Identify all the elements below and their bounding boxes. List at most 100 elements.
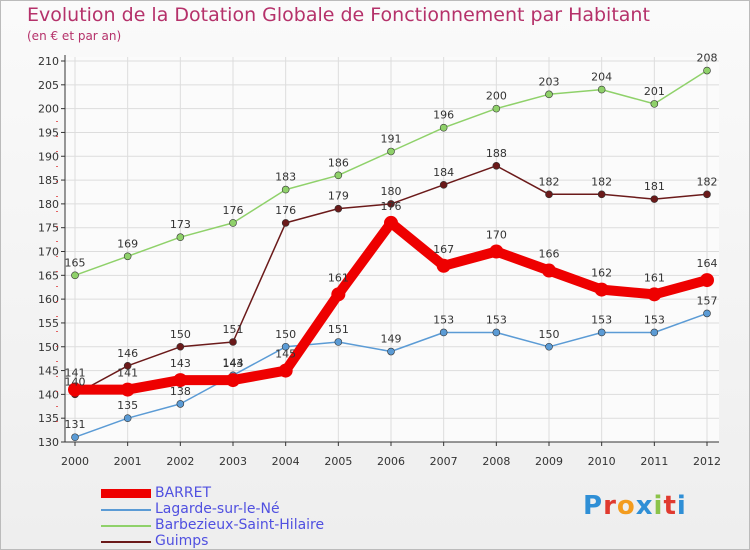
data-point xyxy=(331,287,346,302)
data-label: 182 xyxy=(539,175,560,188)
data-point xyxy=(281,219,290,227)
data-label: 150 xyxy=(170,328,191,341)
x-tick-label: 2001 xyxy=(114,455,142,468)
data-label: 161 xyxy=(328,271,349,284)
data-label: 151 xyxy=(223,323,244,336)
data-point xyxy=(176,342,185,351)
x-tick-label: 2008 xyxy=(482,455,510,468)
data-label: 151 xyxy=(328,323,349,336)
logo-letter: i xyxy=(653,491,664,521)
data-label: 131 xyxy=(65,418,86,431)
y-tick-label: 155 xyxy=(38,317,59,330)
data-label: 161 xyxy=(644,271,665,284)
data-label: 145 xyxy=(275,348,296,361)
data-label: 162 xyxy=(591,267,612,280)
data-point xyxy=(700,273,714,288)
data-point xyxy=(120,382,135,397)
logo-letter: x xyxy=(635,491,654,521)
data-point xyxy=(703,309,711,318)
data-point xyxy=(439,328,448,337)
data-label: 191 xyxy=(381,132,402,145)
x-tick-label: 2002 xyxy=(166,455,194,468)
logo-letter: P xyxy=(583,491,604,521)
data-point xyxy=(123,361,132,370)
y-tick-label: 140 xyxy=(38,388,59,401)
data-point xyxy=(545,90,553,99)
y-tick-label: 170 xyxy=(38,246,59,259)
data-label: 176 xyxy=(275,204,296,217)
data-point xyxy=(594,282,609,297)
proxiti-logo: Proxiti xyxy=(583,491,687,521)
data-label: 176 xyxy=(381,200,402,213)
data-label: 153 xyxy=(591,313,612,326)
y-tick-label: 210 xyxy=(38,55,59,68)
data-point xyxy=(387,200,395,208)
data-label: 169 xyxy=(117,237,138,250)
data-label: 200 xyxy=(486,90,507,103)
x-tick-label: 2012 xyxy=(693,455,721,468)
data-label: 138 xyxy=(170,385,191,398)
data-label: 165 xyxy=(65,256,86,269)
data-point xyxy=(387,347,395,356)
data-label: 181 xyxy=(644,180,665,193)
y-tick-label: 160 xyxy=(38,293,59,306)
data-label: 153 xyxy=(433,313,454,326)
data-point xyxy=(71,271,79,280)
data-label: 153 xyxy=(486,313,507,326)
data-label: 146 xyxy=(117,347,138,360)
data-points xyxy=(68,66,714,442)
data-labels: 131 135 138 144 150 151 149 153 153 150 153 153 157 1… xyxy=(65,52,718,432)
data-point xyxy=(229,338,237,346)
y-tick-label: 190 xyxy=(38,150,59,163)
data-point xyxy=(545,190,553,199)
data-point xyxy=(489,244,504,259)
data-label: 135 xyxy=(117,399,138,412)
data-point xyxy=(492,104,501,113)
data-label: 203 xyxy=(539,75,560,88)
data-point xyxy=(334,204,343,213)
legend-label: Lagarde-sur-le-Né xyxy=(155,501,280,517)
data-point xyxy=(226,373,240,388)
data-label: 180 xyxy=(381,185,402,198)
data-label: 157 xyxy=(697,294,718,307)
data-label: 149 xyxy=(381,333,402,346)
y-tick-label: 175 xyxy=(38,222,59,235)
data-point xyxy=(384,215,398,230)
data-label: 166 xyxy=(539,248,560,261)
data-label: 144 xyxy=(223,356,244,369)
y-tick-label: 150 xyxy=(38,341,59,354)
data-point xyxy=(173,373,188,388)
data-point xyxy=(123,414,132,422)
x-tick-label: 2005 xyxy=(324,455,352,468)
y-tick-label: 165 xyxy=(38,269,59,282)
data-point xyxy=(281,185,290,194)
data-point xyxy=(334,171,343,180)
data-point xyxy=(647,287,662,302)
data-point xyxy=(650,328,659,337)
data-label: 164 xyxy=(697,257,718,270)
x-tick-label: 2006 xyxy=(377,455,405,468)
x-tick-label: 2007 xyxy=(430,455,458,468)
data-point xyxy=(176,233,185,242)
data-label: 196 xyxy=(433,109,454,122)
data-point xyxy=(597,190,606,199)
data-point xyxy=(703,66,711,75)
data-label: 141 xyxy=(65,367,86,380)
data-point xyxy=(439,181,448,189)
data-point xyxy=(650,100,659,108)
data-point xyxy=(176,400,185,408)
data-label: 182 xyxy=(591,175,612,188)
y-tick-label: 195 xyxy=(38,126,59,139)
x-tick-label: 2009 xyxy=(535,455,563,468)
legend-swatch xyxy=(101,489,151,498)
data-label: 208 xyxy=(697,52,718,65)
y-tick-label: 185 xyxy=(38,174,59,187)
y-tick-label: 135 xyxy=(38,412,59,425)
data-label: 182 xyxy=(697,175,718,188)
data-label: 176 xyxy=(223,204,244,217)
y-tick-label: 130 xyxy=(38,436,59,449)
data-point xyxy=(492,328,501,337)
data-point xyxy=(650,195,659,203)
x-tick-label: 2004 xyxy=(272,455,300,468)
data-label: 183 xyxy=(275,171,296,184)
